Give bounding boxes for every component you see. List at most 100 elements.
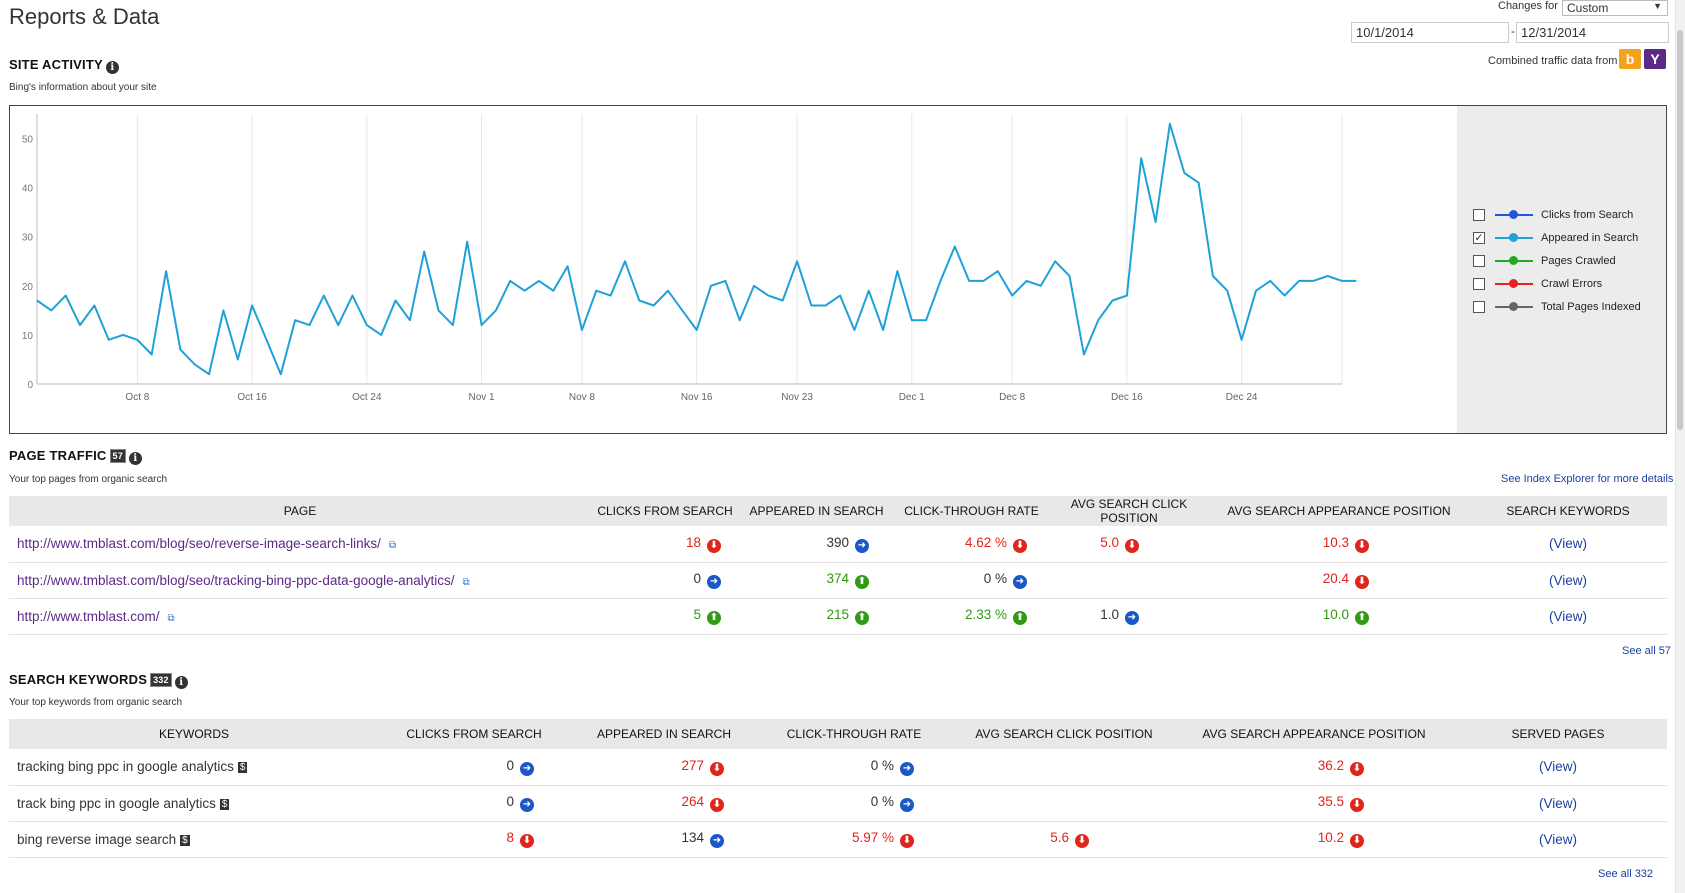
right-arrow-icon: ➜: [900, 761, 914, 776]
column-header[interactable]: CLICK-THROUGH RATE: [759, 719, 949, 749]
info-icon[interactable]: i: [105, 61, 119, 74]
keyword-text[interactable]: bing reverse image search: [17, 831, 177, 847]
column-header[interactable]: AVG SEARCH CLICK POSITION: [949, 719, 1179, 749]
legend-item[interactable]: Pages Crawled: [1473, 254, 1616, 268]
appearance-position-cell-value: 10.3: [1322, 534, 1349, 550]
see-all-pages-link[interactable]: See all 57: [1622, 645, 1671, 657]
info-icon[interactable]: i: [128, 452, 142, 465]
appearance-position-cell-value: 10.2: [1317, 830, 1344, 845]
y-tick-label: 30: [22, 233, 34, 244]
table-row: bing reverse image search $8 ⬇ 134 ➜ 5.97 % ⬇ 5…: [9, 821, 1667, 858]
clicks-cell: 18 ⬇: [591, 526, 739, 563]
column-header[interactable]: SEARCH KEYWORDS: [1469, 496, 1667, 526]
external-link-icon[interactable]: ⧉: [167, 612, 175, 624]
date-to-input[interactable]: 12/31/2014: [1516, 22, 1669, 43]
vertical-scrollbar[interactable]: [1675, 0, 1685, 893]
column-header[interactable]: AVG SEARCH CLICK POSITION: [1049, 496, 1209, 526]
column-header[interactable]: AVG SEARCH APPEARANCE POSITION: [1209, 496, 1469, 526]
right-arrow-icon: ➜: [1125, 611, 1139, 625]
y-tick-label: 20: [22, 282, 34, 293]
keywords-cell: (View): [1469, 526, 1667, 563]
appearance-position-cell: 10.3 ⬇: [1209, 526, 1469, 563]
see-all-keywords-link[interactable]: See all 332: [1598, 868, 1654, 880]
paid-keyword-icon: $: [237, 762, 248, 774]
legend-item[interactable]: Clicks from Search: [1473, 208, 1633, 222]
legend-label: Crawl Errors: [1541, 278, 1603, 290]
legend-item[interactable]: Crawl Errors: [1473, 277, 1602, 291]
right-arrow-icon: ➜: [900, 798, 914, 812]
down-arrow-icon: ⬇: [1350, 761, 1364, 776]
appearance-position-cell-value: 10.0: [1322, 607, 1349, 622]
appearance-position-cell: 36.2 ⬇: [1179, 749, 1449, 786]
keyword-text[interactable]: track bing ppc in google analytics: [17, 795, 216, 811]
column-header[interactable]: CLICKS FROM SEARCH: [591, 496, 739, 526]
column-header[interactable]: APPEARED IN SEARCH: [739, 496, 894, 526]
site-activity-chart: Oct 8 Oct 16 Oct 24 Nov 1 Nov 8 Nov 16 Nov 23 D…: [9, 105, 1667, 434]
ctr-cell: 2.33 % ⬆: [894, 598, 1049, 635]
ctr-cell: 5.97 % ⬇: [759, 821, 949, 858]
appearance-position-cell: 10.2 ⬇: [1179, 821, 1449, 858]
index-explorer-link[interactable]: See Index Explorer for more details: [1501, 473, 1674, 485]
column-header[interactable]: KEYWORDS: [9, 719, 379, 749]
legend-swatch-dot: [1509, 210, 1518, 219]
legend-item[interactable]: ✓ Appeared in Search: [1473, 231, 1638, 245]
external-link-icon[interactable]: ⧉: [388, 540, 397, 552]
column-header[interactable]: CLICKS FROM SEARCH: [379, 719, 569, 749]
appeared-cell: 215 ⬆: [739, 598, 894, 635]
site-activity-title: SITE ACTIVITY i: [9, 57, 119, 74]
x-tick-label: Dec 1: [899, 392, 926, 403]
column-header[interactable]: SERVED PAGES: [1449, 719, 1667, 749]
keyword-text[interactable]: tracking bing ppc in google analytics: [17, 759, 234, 775]
x-tick-label: Dec 24: [1226, 392, 1258, 403]
external-link-icon[interactable]: ⧉: [462, 576, 470, 588]
appeared-cell-value: 264: [681, 794, 704, 809]
column-header[interactable]: AVG SEARCH APPEARANCE POSITION: [1179, 719, 1449, 749]
ctr-cell-value: 4.62 %: [964, 534, 1007, 550]
column-header[interactable]: CLICK-THROUGH RATE: [894, 496, 1049, 526]
table-row: tracking bing ppc in google analytics $0 ➜…: [9, 749, 1667, 786]
legend-checkbox[interactable]: [1473, 209, 1485, 221]
clicks-cell: 5 ⬆: [591, 598, 739, 635]
legend-swatch: [1495, 255, 1533, 267]
appearance-position-cell: 35.5 ⬇: [1179, 785, 1449, 822]
column-header[interactable]: PAGE: [9, 496, 591, 526]
legend-swatch: [1495, 301, 1533, 313]
view-served-pages-link[interactable]: (View): [1538, 795, 1577, 811]
right-arrow-icon: ➜: [707, 575, 721, 589]
view-keywords-link[interactable]: (View): [1548, 608, 1587, 624]
view-served-pages-link[interactable]: (View): [1538, 831, 1577, 847]
scrollbar-thumb[interactable]: [1677, 30, 1683, 430]
view-keywords-link[interactable]: (View): [1548, 572, 1587, 588]
legend-checkbox[interactable]: [1473, 301, 1485, 313]
appeared-cell-value: 215: [826, 607, 849, 622]
down-arrow-icon: ⬇: [707, 538, 721, 553]
click-position-cell: [949, 749, 1179, 786]
info-icon[interactable]: i: [174, 676, 188, 689]
legend-item[interactable]: Total Pages Indexed: [1473, 300, 1641, 314]
view-served-pages-link[interactable]: (View): [1538, 759, 1577, 775]
appeared-cell: 390 ➜: [739, 526, 894, 563]
page-link[interactable]: http://www.tmblast.com/blog/seo/reverse-…: [17, 536, 381, 552]
date-from-input[interactable]: 10/1/2014: [1351, 22, 1509, 43]
changes-for-select[interactable]: Custom ▼: [1562, 0, 1668, 16]
clicks-cell-value: 0: [506, 794, 514, 809]
page-title: Reports & Data: [9, 4, 160, 29]
changes-for-value: Custom: [1567, 1, 1609, 15]
up-arrow-icon: ⬆: [1355, 611, 1369, 625]
legend-checkbox[interactable]: [1473, 255, 1485, 267]
chevron-down-icon: ▼: [1653, 1, 1662, 11]
view-keywords-link[interactable]: (View): [1548, 536, 1587, 552]
legend-checkbox[interactable]: [1473, 278, 1485, 290]
ctr-cell-value: 5.97 %: [851, 830, 894, 845]
legend-checkbox[interactable]: ✓: [1473, 232, 1485, 244]
y-tick-label: 10: [22, 331, 34, 342]
page-link[interactable]: http://www.tmblast.com/: [17, 608, 160, 624]
search-keywords-count-badge: 332: [150, 673, 172, 687]
down-arrow-icon: ⬇: [520, 834, 534, 848]
down-arrow-icon: ⬇: [900, 834, 914, 848]
appearance-position-cell: 10.0 ⬆: [1209, 598, 1469, 635]
column-header[interactable]: APPEARED IN SEARCH: [569, 719, 759, 749]
legend-swatch-dot: [1509, 302, 1518, 311]
page-link[interactable]: http://www.tmblast.com/blog/seo/tracking…: [17, 572, 455, 588]
down-arrow-icon: ⬇: [710, 761, 724, 776]
